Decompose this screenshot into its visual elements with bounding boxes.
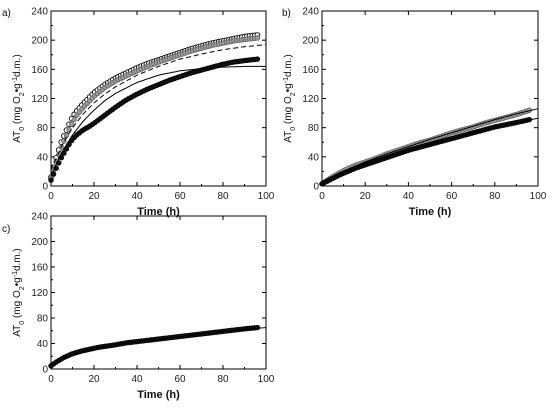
y-tick-label: 120: [31, 94, 48, 105]
chart-panel-c: 0 20 40 60 80 100 0 40 80 120 160 200 240 Time (h) AT0…: [2, 212, 275, 402]
data-point: [48, 177, 54, 183]
x-tick-label: 40: [403, 191, 415, 202]
y-tick-label: 0: [313, 182, 319, 193]
x-tick-label: 60: [446, 191, 458, 202]
x-tick-label: 20: [88, 191, 100, 202]
y-tick-label: 160: [31, 263, 48, 274]
y-tick-label: 240: [31, 7, 48, 18]
y-axis-label: AT0 (mg O2•g-1d.m.): [12, 54, 26, 143]
chart-panel-a: 0 20 40 60 80 100 0 40 80 120 160 200 240 Time (h) AT0…: [2, 7, 275, 219]
fit-curve-solid: [321, 117, 539, 185]
fit-curve-solid: [50, 65, 266, 177]
y-tick-label: 0: [42, 365, 48, 376]
series-filled-circle: [319, 116, 533, 187]
panel-label: c): [2, 224, 10, 235]
y-axis-label: AT0 (mg O2•g-1d.m.): [283, 54, 297, 143]
x-tick-label: 80: [217, 374, 229, 385]
y-tick-label: 0: [42, 182, 48, 193]
plot-frame: [321, 10, 539, 187]
data-point: [68, 121, 75, 128]
y-tick-label: 80: [37, 314, 49, 325]
y-tick-label: 40: [308, 152, 320, 163]
x-tick-label: 40: [131, 374, 143, 385]
y-axis-label: AT0 (mg O2•g-1d.m.): [12, 248, 26, 337]
panel-label: a): [2, 8, 11, 19]
fit-curve-dashed: [50, 44, 267, 171]
chart-panel-b: 0 20 40 60 80 100 0 40 80 120 160 200 240 Time (h) AT0…: [282, 7, 547, 219]
y-tick-label: 80: [308, 123, 320, 134]
data-point: [254, 56, 261, 62]
plot-frame: [50, 215, 267, 370]
x-tick-label: 20: [360, 191, 372, 202]
y-tick-label: 200: [31, 36, 48, 47]
x-tick-label: 80: [489, 191, 501, 202]
y-tick-label: 120: [302, 94, 319, 105]
series-open-circle: [48, 32, 261, 181]
x-axis-label: Time (h): [137, 206, 180, 218]
fit-curve-solid: [321, 108, 539, 184]
series-filled-circle: [48, 324, 261, 369]
x-tick-label: 0: [48, 191, 54, 202]
data-point: [254, 35, 261, 41]
y-tick-label: 40: [37, 339, 49, 350]
x-tick-label: 40: [131, 191, 143, 202]
series-filled-circle: [48, 56, 261, 183]
x-tick-label: 100: [530, 191, 547, 202]
x-axis-label: Time (h): [137, 389, 180, 401]
fit-curve-solid: [50, 327, 267, 367]
x-axis-label: Time (h): [409, 206, 452, 218]
x-tick-label: 60: [174, 191, 186, 202]
y-tick-label: 240: [302, 7, 319, 18]
x-tick-label: 0: [48, 374, 54, 385]
y-tick-label: 40: [37, 152, 49, 163]
y-tick-label: 200: [31, 237, 48, 248]
y-tick-label: 200: [302, 36, 319, 47]
data-point: [254, 324, 261, 331]
y-tick-label: 160: [302, 65, 319, 76]
data-point: [71, 116, 77, 123]
y-tick-label: 160: [31, 65, 48, 76]
y-tick-label: 80: [37, 123, 49, 134]
y-tick-label: 120: [31, 288, 48, 299]
x-tick-label: 80: [217, 191, 229, 202]
panel-label: b): [282, 8, 291, 19]
x-tick-label: 60: [174, 374, 186, 385]
y-tick-label: 240: [31, 212, 48, 223]
x-tick-label: 100: [258, 191, 275, 202]
x-tick-label: 100: [258, 374, 275, 385]
x-tick-label: 0: [319, 191, 325, 202]
x-tick-label: 20: [88, 374, 100, 385]
series-gray-circle: [48, 35, 261, 182]
